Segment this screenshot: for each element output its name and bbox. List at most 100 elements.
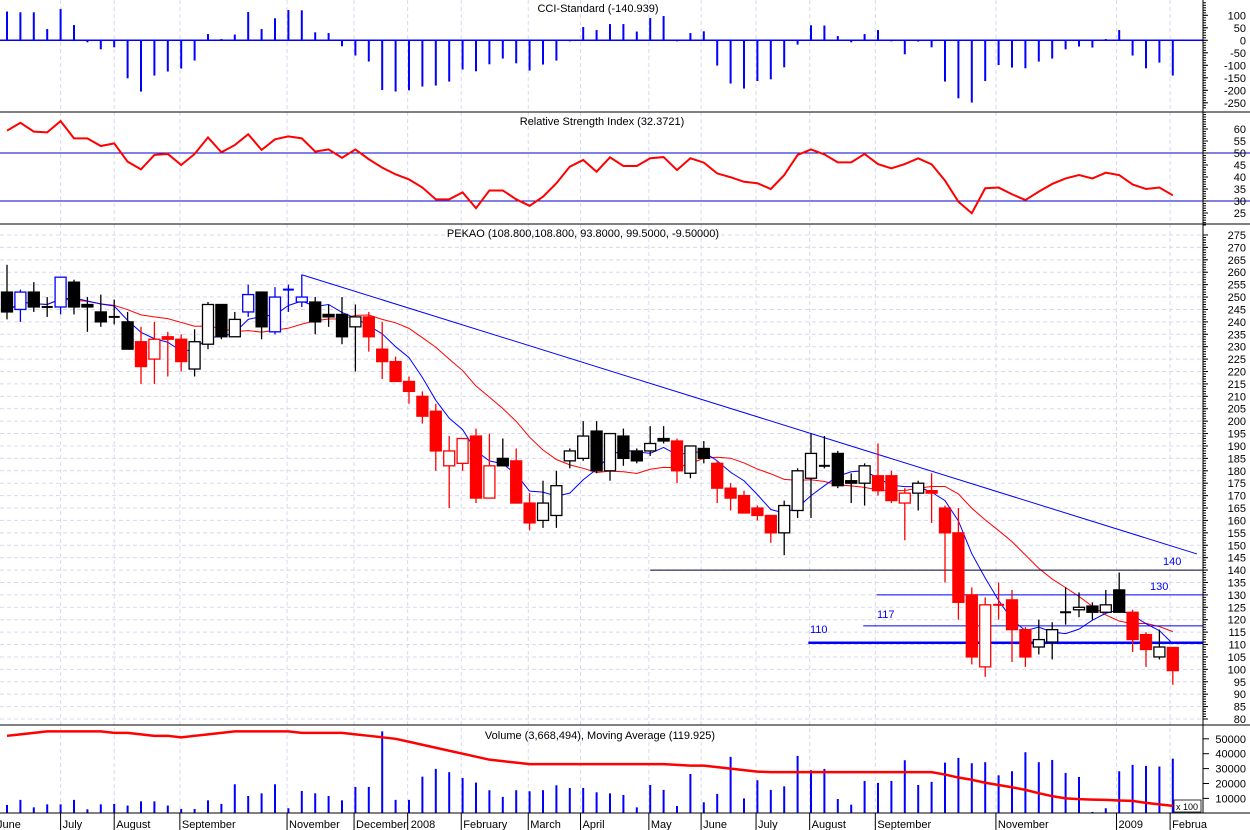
candle-body <box>550 485 563 517</box>
candle <box>41 297 53 317</box>
price-axis-label: 275 <box>1228 230 1246 242</box>
candle <box>938 505 952 583</box>
price-axis-label: 125 <box>1228 602 1246 614</box>
price-axis-label: 115 <box>1228 627 1246 639</box>
candle-body <box>121 321 134 350</box>
candle-body <box>657 437 670 442</box>
candle-body <box>764 514 777 534</box>
volume-axis-label: 20000 <box>1215 779 1246 791</box>
candle <box>496 438 509 467</box>
candle <box>657 426 670 444</box>
price-axis-label: 270 <box>1228 242 1246 254</box>
candle-body <box>831 452 844 487</box>
candle-body <box>791 470 804 512</box>
candle <box>94 294 107 327</box>
candle <box>134 326 148 384</box>
candle-body <box>871 475 885 492</box>
ma-slow-line <box>6 298 1173 633</box>
month-label: July <box>758 819 778 830</box>
price-axis-label: 170 <box>1228 491 1246 503</box>
price-axis-label: 185 <box>1228 453 1246 465</box>
candle-body <box>389 360 402 383</box>
candle-body <box>630 450 643 462</box>
rsi-line <box>6 119 1174 215</box>
candle <box>871 443 885 496</box>
price-axis-label: 225 <box>1228 354 1246 366</box>
candle <box>322 304 335 327</box>
cci-axis-label: -100 <box>1224 60 1246 72</box>
candle <box>630 448 643 464</box>
price-axis-label: 235 <box>1228 329 1246 341</box>
candle <box>764 514 777 543</box>
rsi-axis-label: 35 <box>1234 184 1246 196</box>
candle-body <box>1113 589 1126 613</box>
candle-body <box>1166 646 1179 672</box>
candle <box>469 428 483 504</box>
candle-body <box>215 303 228 338</box>
price-axis-label: 250 <box>1228 292 1246 304</box>
month-label: August <box>812 819 846 830</box>
candle <box>349 304 362 372</box>
candle-body <box>952 532 965 603</box>
month-label: August <box>116 819 150 830</box>
candle <box>1113 572 1126 613</box>
candle-body <box>1153 646 1166 658</box>
candle-body <box>54 276 67 308</box>
candle-body <box>938 507 952 534</box>
trendline <box>301 274 1198 555</box>
candle <box>282 284 294 312</box>
candle <box>737 490 751 514</box>
month-label: September <box>877 819 931 830</box>
candle-body <box>1072 606 1086 611</box>
price-axis-label: 165 <box>1228 503 1246 515</box>
candle-body <box>402 380 416 393</box>
price-axis-label: 90 <box>1234 689 1246 701</box>
candle <box>1099 589 1112 613</box>
cci-axis-label: -200 <box>1224 85 1246 97</box>
candle <box>644 426 657 456</box>
rsi-axis-label: 50 <box>1234 148 1246 160</box>
candle-body <box>563 450 576 462</box>
rsi-axis-label: 40 <box>1234 172 1246 184</box>
candle <box>416 391 429 424</box>
candle-body <box>737 494 751 514</box>
candle <box>0 264 14 320</box>
candle <box>979 597 992 677</box>
candle-body <box>443 450 456 467</box>
price-axis-label: 95 <box>1234 677 1246 689</box>
price-axis-label: 120 <box>1228 615 1246 627</box>
month-label: November <box>998 819 1049 830</box>
candle-body <box>1139 633 1153 651</box>
candle <box>1005 589 1019 662</box>
candle <box>376 321 389 379</box>
price-axis-label: 205 <box>1228 404 1246 416</box>
candle <box>898 488 911 541</box>
candle <box>1060 587 1072 625</box>
month-label: Februa <box>1172 819 1208 830</box>
candle <box>925 473 938 523</box>
volume-title: Volume (3,668,494), Moving Average (119.… <box>485 730 715 742</box>
rsi-axis-label: 25 <box>1234 208 1246 220</box>
candle <box>1072 592 1086 618</box>
price-axis-label: 200 <box>1228 416 1246 428</box>
rsi-axis-label: 30 <box>1234 196 1246 208</box>
month-label: December <box>356 819 407 830</box>
month-label: February <box>463 819 508 830</box>
candle <box>523 493 536 531</box>
price-axis-label: 110 <box>1228 640 1246 652</box>
price-axis-label: 140 <box>1228 565 1246 577</box>
month-label: May <box>651 819 672 830</box>
price-axis-label: 105 <box>1228 652 1246 664</box>
candle <box>228 311 241 338</box>
candle <box>148 321 161 384</box>
candle-body <box>1046 628 1059 643</box>
candle <box>429 403 442 471</box>
level-label: 130 <box>1150 581 1168 593</box>
price-axis-label: 265 <box>1228 255 1246 267</box>
candle <box>81 297 94 332</box>
price-axis-label: 210 <box>1228 391 1246 403</box>
price-axis-label: 230 <box>1228 342 1246 354</box>
candle <box>295 274 308 307</box>
candle-body <box>268 296 282 333</box>
